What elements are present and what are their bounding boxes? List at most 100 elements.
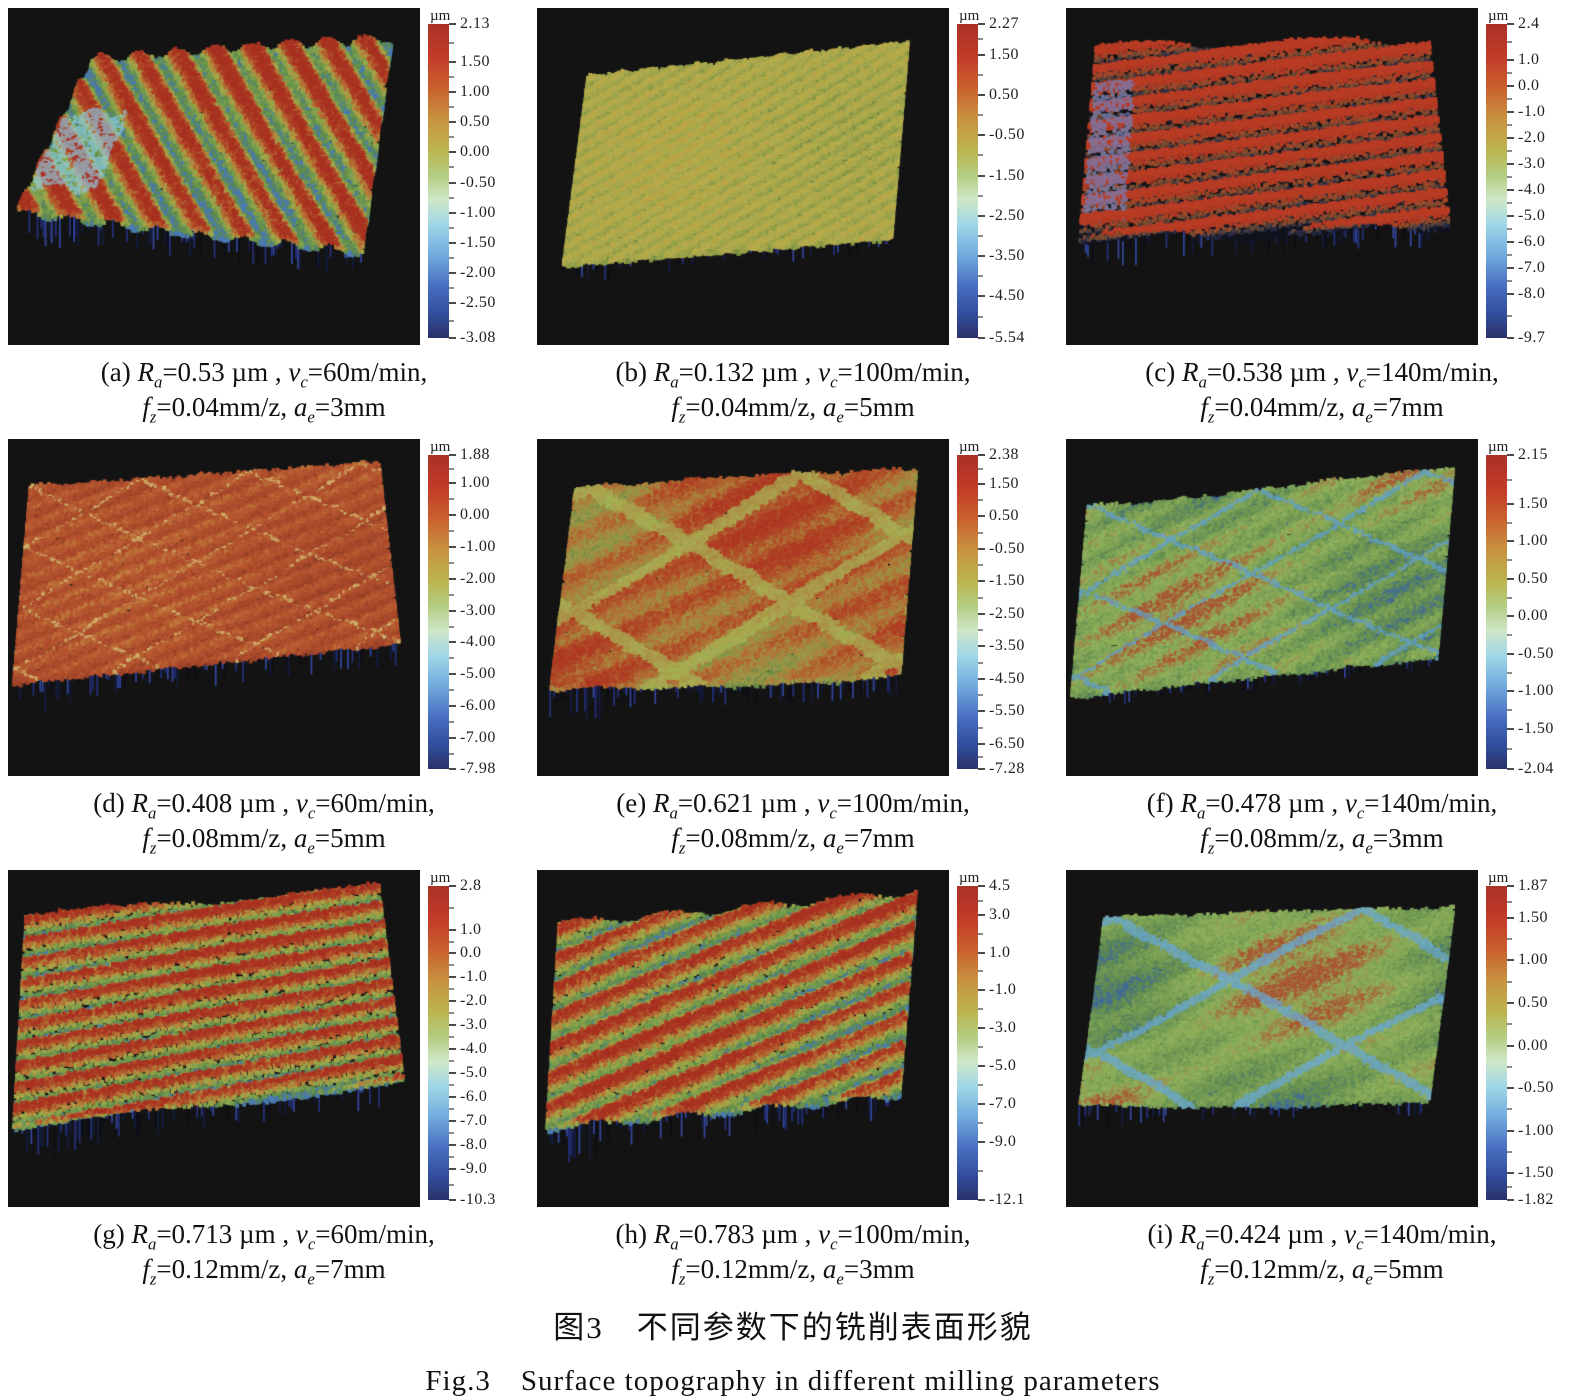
colorbar-unit-label: µm — [430, 870, 451, 887]
ra-unit: µm , — [754, 357, 819, 387]
plot-row: µm 2.27 1.50 0.50 -0.50 -1.50 -2.50 -3.50 -4.50… — [537, 8, 1052, 346]
colorbar-minor-tick — [978, 629, 983, 632]
colorbar-unit-label: µm — [959, 870, 980, 887]
colorbar-minor-tick — [1507, 596, 1512, 599]
colorbar-tick-label: -2.00 — [460, 263, 496, 281]
equals-sign: = — [677, 788, 694, 819]
colorbar-tick-mark — [449, 1120, 456, 1123]
colorbar-tick-label: -6.50 — [989, 734, 1025, 752]
colorbar-tick-label: -1.50 — [460, 233, 496, 251]
colorbar-tick-label: 1.50 — [1518, 908, 1548, 926]
colorbar-minor-tick — [978, 234, 983, 237]
colorbar-tick-mark — [1507, 959, 1514, 962]
colorbar-ticks: 2.27 1.50 0.50 -0.50 -1.50 -2.50 -3.50 -4.50 -5.… — [978, 15, 1048, 346]
ra-unit: µm , — [1280, 1219, 1345, 1250]
var-subscript-fz: z — [1207, 838, 1215, 858]
colorbar-tick-mark — [1507, 137, 1514, 140]
equals-sign: = — [685, 1254, 701, 1285]
var-subscript-vc: c — [829, 803, 837, 823]
colorbar-tick-label: 0.00 — [460, 143, 490, 161]
equals-sign: = — [156, 1219, 172, 1250]
colorbar-minor-tick — [1507, 1023, 1512, 1026]
colorbar-tick-label: -3.08 — [460, 329, 496, 346]
topography-panel: µm 2.15 1.50 1.00 0.50 0.00 -0.50 -1.00 -1.50 -2… — [1066, 439, 1581, 857]
fz-value: 0.04 — [1229, 392, 1277, 423]
colorbar-tick-mark — [978, 677, 985, 680]
colorbar-minor-tick — [978, 1121, 983, 1124]
colorbar-tick-mark — [978, 295, 985, 298]
var-symbol-vc: v — [295, 1219, 308, 1250]
panel-caption-line2: fz=0.12mm/z, ae=5mm — [1066, 1252, 1578, 1287]
colorbar-tick-label: 0.0 — [1518, 77, 1540, 95]
colorbar-minor-tick — [1507, 279, 1512, 282]
colorbar-minor-tick — [449, 136, 454, 139]
fz-unit: mm/z, — [747, 823, 823, 854]
colorbar-minor-tick — [978, 154, 983, 157]
colorbar-tick-mark — [978, 515, 985, 518]
var-symbol-ae: a — [822, 1254, 837, 1285]
colorbar-tick-mark — [449, 514, 456, 517]
colorbar-tick-label: -0.50 — [989, 539, 1025, 557]
colorbar-tick-label: 0.00 — [460, 506, 490, 524]
colorbar-tick-mark — [449, 673, 456, 676]
panel-caption-line1: (i) Ra=0.424 µm , vc=140m/min, — [1066, 1217, 1578, 1252]
colorbar-minor-tick — [1507, 671, 1512, 674]
colorbar-tick-label: -1.50 — [989, 572, 1025, 590]
panel-tag: (h) — [615, 1219, 647, 1250]
colorbar-tick-mark — [1507, 1001, 1514, 1004]
topography-panel: µm 1.88 1.00 0.00 -1.00 -2.00 -3.00 -4.00 -5.00… — [8, 439, 523, 857]
var-symbol-ae: a — [1351, 823, 1366, 854]
colorbar-minor-tick — [978, 194, 983, 197]
plot-row: µm 2.13 1.50 1.00 0.50 0.00 -0.50 -1.00 -1.50 -2… — [8, 8, 523, 346]
colorbar-minor-tick — [978, 531, 983, 534]
colorbar-minor-tick — [978, 755, 983, 758]
colorbar-tick-label: -6.0 — [1518, 232, 1546, 250]
colorbar: µm 2.4 1.0 0.0 -1.0 -2.0 -3.0 -4.0 -5.0 -6.0 -7.0… — [1486, 8, 1578, 346]
colorbar-tick-label: 0.00 — [1518, 607, 1548, 625]
colorbar-minor-tick — [449, 76, 454, 79]
panel-caption: (a) Ra=0.53 µm , vc=60m/min, fz=0.04mm/z… — [8, 355, 520, 425]
panel-caption-line1: (e) Ra=0.621 µm , vc=100m/min, — [537, 786, 1049, 821]
fz-value: 0.08 — [1229, 823, 1277, 854]
colorbar-minor-tick — [1507, 228, 1512, 230]
colorbar-tick-label: -3.50 — [989, 246, 1025, 264]
equals-sign: = — [156, 392, 172, 423]
colorbar-tick-mark — [978, 989, 985, 992]
panel-caption-line2: fz=0.04mm/z, ae=7mm — [1066, 390, 1578, 425]
colorbar-tick-label: -3.50 — [989, 637, 1025, 655]
var-symbol-vc: v — [817, 788, 830, 819]
panel-tag: (d) — [93, 788, 125, 819]
colorbar-tick-label: -2.50 — [460, 294, 496, 312]
colorbar-minor-tick — [978, 316, 983, 319]
colorbar-tick-mark — [449, 60, 456, 63]
colorbar-unit-label: µm — [959, 8, 980, 24]
equals-sign: = — [156, 823, 172, 854]
surface-plot-canvas — [8, 8, 420, 345]
vc-unit: m/min, — [893, 357, 971, 387]
panel-caption: (f) Ra=0.478 µm , vc=140m/min, fz=0.08mm… — [1066, 786, 1578, 856]
colorbar-tick-label: 0.50 — [989, 507, 1019, 525]
colorbar-minor-tick — [1507, 41, 1512, 44]
colorbar-minor-tick — [449, 226, 454, 229]
ra-unit: µm , — [754, 1219, 819, 1250]
colorbar-tick-label: -1.00 — [460, 203, 496, 221]
var-symbol-ra: R — [131, 1219, 148, 1250]
var-symbol-vc: v — [818, 357, 831, 387]
topography-panel: µm 2.13 1.50 1.00 0.50 0.00 -0.50 -1.00 -1.50 -2… — [8, 8, 523, 425]
colorbar-tick-label: -4.0 — [1518, 181, 1546, 199]
colorbar-minor-tick — [449, 196, 454, 199]
panel-caption: (d) Ra=0.408 µm , vc=60m/min, fz=0.08mm/… — [8, 786, 520, 856]
equals-sign: = — [1372, 392, 1389, 423]
colorbar-tick-label: 2.15 — [1518, 446, 1548, 464]
var-symbol-vc: v — [1344, 1219, 1357, 1250]
equals-sign: = — [162, 357, 178, 387]
equals-sign: = — [1372, 1254, 1389, 1285]
ra-unit: µm , — [1281, 788, 1345, 819]
colorbar-tick-mark — [978, 214, 985, 217]
colorbar-tick-label: 2.38 — [989, 446, 1019, 464]
panel-caption: (g) Ra=0.713 µm , vc=60m/min, fz=0.12mm/… — [8, 1217, 520, 1287]
ae-unit: mm — [1401, 823, 1444, 854]
colorbar-tick-label: 1.00 — [460, 83, 490, 101]
equals-sign: = — [1364, 788, 1380, 819]
colorbar-tick-mark — [978, 1140, 985, 1143]
